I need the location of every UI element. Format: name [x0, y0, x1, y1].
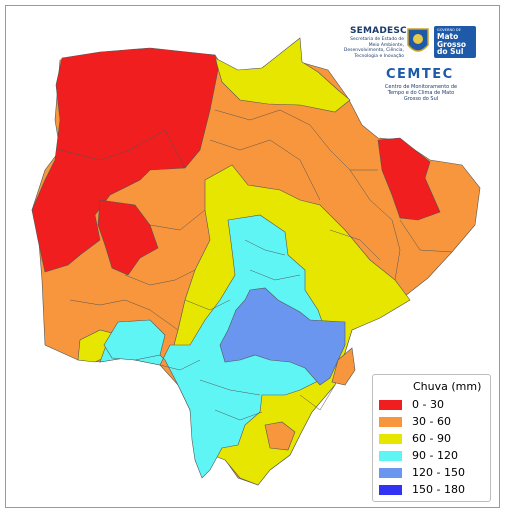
- region-orange-spot-2: [331, 347, 356, 386]
- state-seal-icon: [407, 28, 429, 52]
- legend-label: 120 - 150: [412, 466, 465, 479]
- legend-swatch: [379, 400, 402, 410]
- cemtec-subtitle: Centro de Monitoramento de Tempo e do Cl…: [384, 84, 458, 102]
- gov-name-line2: Grosso: [437, 39, 467, 49]
- semadesc-title: SEMADESC: [350, 26, 407, 36]
- legend-label: 90 - 120: [412, 449, 458, 462]
- region-orange-spot: [264, 421, 296, 451]
- legend-swatch: [379, 485, 402, 495]
- region-red-northwest: [31, 47, 219, 273]
- legend: Chuva (mm) 0 - 30 30 - 60 60 - 90 90 - 1…: [372, 374, 491, 502]
- region-cyan-west: [103, 319, 166, 361]
- region-blue: [219, 287, 346, 386]
- gov-badge-name: Mato Grosso do Sul: [437, 33, 466, 56]
- municipal-boundaries: [59, 109, 453, 421]
- semadesc-subtitle: Secretaria de Estado de Meio Ambiente, D…: [343, 37, 404, 59]
- legend-label: 0 - 30: [412, 398, 444, 411]
- region-red-northeast: [377, 137, 441, 221]
- gov-badge-small-text: GOVERNO DE: [437, 28, 461, 32]
- cemtec-title: CEMTEC: [386, 67, 454, 82]
- region-cyan: [99, 214, 336, 479]
- header-logos: SEMADESC Secretaria de Estado de Meio Am…: [340, 22, 490, 132]
- legend-swatch: [379, 468, 402, 478]
- gov-badge: GOVERNO DE Mato Grosso do Sul: [434, 26, 476, 58]
- region-yellow-north: [214, 37, 351, 113]
- legend-label: 150 - 180: [412, 483, 465, 496]
- gov-name-line3: do Sul: [437, 47, 464, 57]
- legend-label: 60 - 90: [412, 432, 451, 445]
- legend-label: 30 - 60: [412, 415, 451, 428]
- legend-swatch: [379, 434, 402, 444]
- legend-swatch: [379, 451, 402, 461]
- legend-title: Chuva (mm): [413, 380, 482, 393]
- legend-swatch: [379, 417, 402, 427]
- region-red-west-lobe: [97, 199, 159, 276]
- gov-name-line1: Mato: [437, 32, 459, 41]
